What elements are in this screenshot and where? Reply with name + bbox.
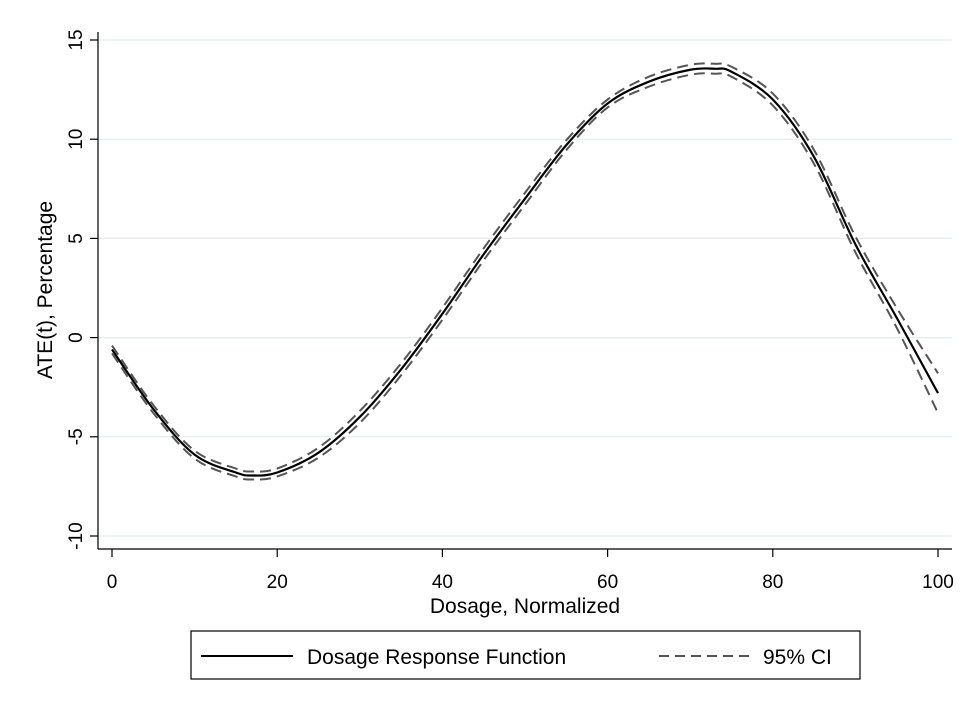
y-axis-label: ATE(t), Percentage (34, 201, 57, 379)
y-tick-label: -5 (66, 428, 87, 445)
y-tick-label: 0 (66, 332, 87, 343)
y-tick-label: 5 (66, 233, 87, 244)
legend: Dosage Response Function 95% CI (190, 630, 861, 680)
x-tick-label: 60 (597, 572, 618, 593)
x-tick-label: 100 (922, 572, 954, 593)
x-axis-label: Dosage, Normalized (430, 595, 620, 618)
x-tick-label: 20 (267, 572, 288, 593)
tick-layer: 15 10 5 0 -5 -10 0 20 40 60 80 100 (66, 29, 954, 593)
axes (97, 32, 952, 550)
ci-line-2 (111, 72, 939, 481)
y-tick-label: -10 (66, 522, 87, 549)
x-tick-label: 40 (432, 572, 453, 593)
y-tick-label: 10 (66, 129, 87, 150)
gridlines (98, 39, 952, 537)
y-tick-label: 15 (66, 29, 87, 50)
legend-label-drf: Dosage Response Function (307, 646, 566, 669)
x-tick-label: 80 (762, 572, 783, 593)
x-tick-label: 0 (107, 572, 118, 593)
legend-label-ci: 95% CI (763, 646, 832, 669)
ci-line-1 (111, 62, 939, 473)
dose-response-line (111, 67, 939, 477)
series-layer (111, 62, 939, 481)
